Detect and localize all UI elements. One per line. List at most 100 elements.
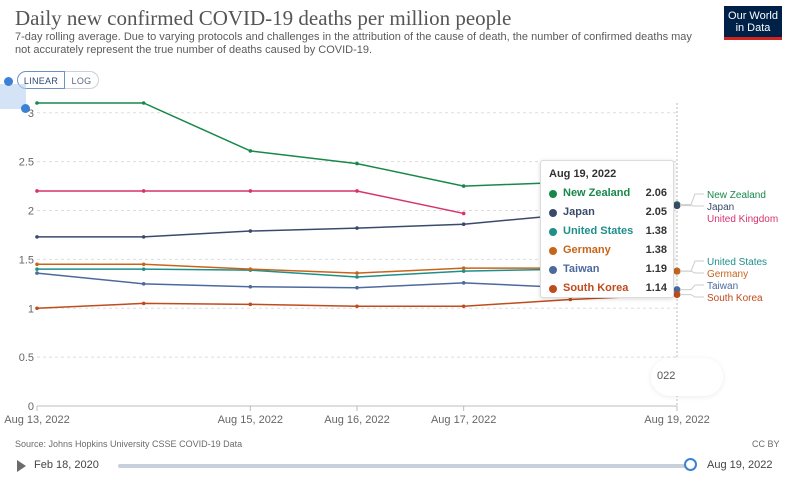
series-point <box>461 266 466 270</box>
license-link[interactable]: CC BY <box>752 439 780 449</box>
play-icon[interactable] <box>17 460 26 472</box>
scrubber-label: 022 <box>657 370 676 382</box>
series-point <box>673 202 681 210</box>
axis-drag-handle-top[interactable] <box>4 77 13 86</box>
legend-connector <box>680 270 704 274</box>
axis-drag-handle-bottom[interactable] <box>21 104 30 113</box>
series-point <box>248 229 253 233</box>
legend-connector <box>680 260 704 272</box>
series-point <box>355 285 359 290</box>
series-point <box>248 267 253 271</box>
series-point <box>355 161 359 166</box>
series-point <box>35 271 39 275</box>
tooltip: Aug 19, 2022 New Zealand 2.06 Japan 2.05 Uni… <box>540 160 674 298</box>
series-point <box>35 101 39 105</box>
legend-label: United States <box>707 257 767 268</box>
y-tick-label: 0.5 <box>19 352 34 364</box>
series-point <box>355 189 359 193</box>
series-color-dot <box>549 228 557 236</box>
series-point <box>461 211 466 216</box>
linear-scale-button[interactable]: LINEAR <box>17 71 65 89</box>
legend-label: United Kingdom <box>707 214 778 225</box>
chart-title: Daily new confirmed COVID-19 deaths per … <box>15 6 512 30</box>
series-point <box>248 149 253 153</box>
legend-label: South Korea <box>707 293 763 304</box>
tooltip-series-name: United States <box>563 225 634 237</box>
source-note: Source: Johns Hopkins University CSSE CO… <box>15 439 243 449</box>
tooltip-value: 2.05 <box>645 206 667 218</box>
series-color-dot <box>549 209 557 217</box>
owid-logo[interactable]: Our World in Data <box>724 6 782 40</box>
y-tick-label: 3 <box>28 108 34 120</box>
logo-line-2: in Data <box>735 22 771 34</box>
series-point <box>141 189 146 193</box>
series-point <box>461 281 466 285</box>
series-point <box>35 235 39 239</box>
tooltip-row: New Zealand 2.06 <box>549 187 669 201</box>
series-point <box>141 267 146 271</box>
timeline-handle[interactable] <box>684 458 697 471</box>
series-point <box>248 284 253 289</box>
tooltip-series-name: Germany <box>563 244 611 256</box>
y-tick-label: 2 <box>28 206 34 218</box>
series-point <box>355 304 359 309</box>
tooltip-series-name: New Zealand <box>563 187 631 199</box>
series-color-dot <box>549 247 557 255</box>
x-tick-label: Aug 13, 2022 <box>4 414 69 426</box>
legend-label: Taiwan <box>707 281 738 292</box>
series-color-dot <box>549 190 557 198</box>
scrubber-bubble[interactable]: 022 <box>651 358 723 396</box>
series-point <box>461 269 466 273</box>
timeline-end-date: Aug 19, 2022 <box>707 459 773 471</box>
tooltip-value: 1.19 <box>645 263 667 275</box>
legend-label: Germany <box>707 269 748 280</box>
log-scale-button[interactable]: LOG <box>65 71 99 89</box>
series-point <box>35 262 39 267</box>
legend-connector <box>680 193 704 206</box>
series-point <box>355 271 359 275</box>
tooltip-value: 1.38 <box>645 225 667 237</box>
tooltip-series-name: Japan <box>563 206 595 218</box>
series-color-dot <box>549 285 557 293</box>
x-tick-label: Aug 17, 2022 <box>431 414 496 426</box>
x-tick-label: Aug 15, 2022 <box>218 414 283 426</box>
tooltip-row: United States 1.38 <box>549 225 669 239</box>
series-point <box>355 226 359 230</box>
tooltip-series-name: Taiwan <box>563 263 600 275</box>
legend-connector <box>680 294 704 298</box>
legend-connector <box>680 284 704 291</box>
series-point <box>673 286 681 294</box>
tooltip-row: Germany 1.38 <box>549 244 669 258</box>
timeline-start-date: Feb 18, 2020 <box>34 459 99 471</box>
y-tick-label: 2.5 <box>19 157 34 169</box>
series-point <box>461 222 466 226</box>
x-tick-label: Aug 19, 2022 <box>644 414 709 426</box>
logo-line-1: Our World <box>728 10 778 22</box>
timeline-track[interactable] <box>118 464 696 468</box>
tooltip-value: 1.14 <box>645 282 667 294</box>
tooltip-series-name: South Korea <box>563 282 629 294</box>
series-point <box>141 262 146 267</box>
chart-subtitle: 7-day rolling average. Due to varying pr… <box>15 31 692 56</box>
series-point <box>35 306 39 311</box>
tooltip-value: 2.06 <box>645 187 667 199</box>
y-tick-label: 0 <box>28 401 34 413</box>
x-tick-label: Aug 16, 2022 <box>324 414 389 426</box>
series-point <box>35 189 39 193</box>
series-point <box>141 301 146 306</box>
series-point <box>141 235 146 239</box>
series-color-dot <box>549 266 557 274</box>
series-point <box>673 291 681 299</box>
series-point <box>461 184 466 188</box>
series-point <box>141 282 146 286</box>
tooltip-row: Taiwan 1.19 <box>549 263 669 277</box>
y-tick-label: 1.5 <box>19 254 34 266</box>
tooltip-value: 1.38 <box>645 244 667 256</box>
tooltip-date: Aug 19, 2022 <box>549 168 617 180</box>
series-point <box>673 267 681 275</box>
series-point <box>141 101 146 105</box>
legend-label: New Zealand <box>707 190 766 201</box>
tooltip-row: South Korea 1.14 <box>549 282 669 296</box>
series-point <box>248 302 253 307</box>
